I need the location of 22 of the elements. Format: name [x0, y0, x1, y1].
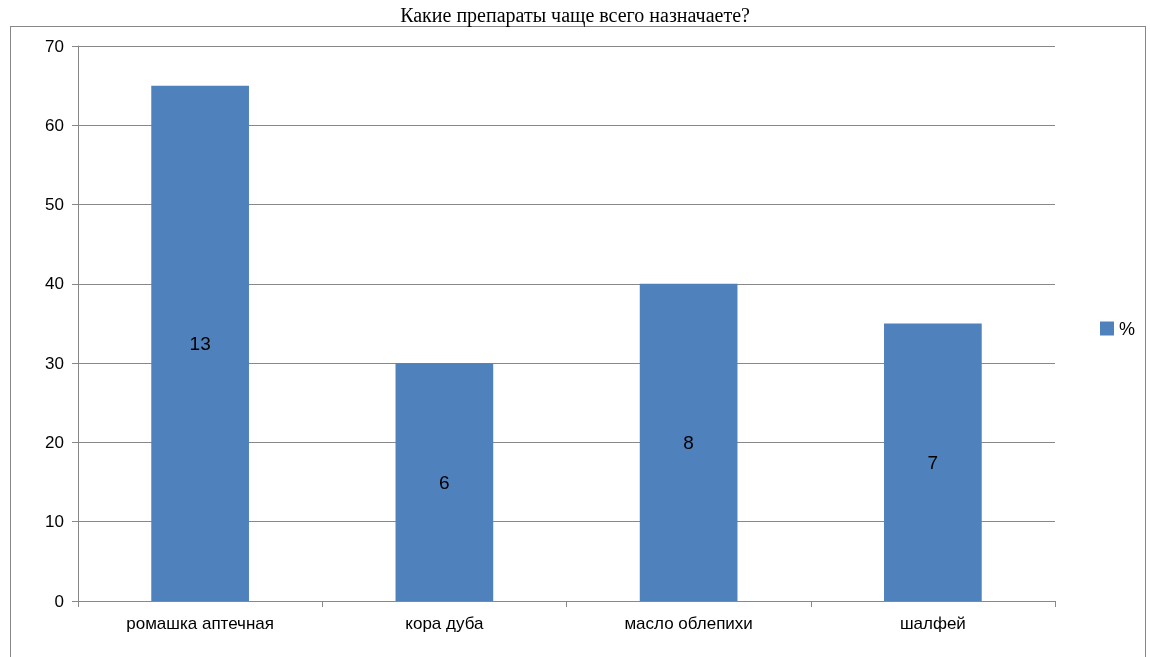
y-tick-label: 0	[54, 591, 64, 611]
bar	[639, 283, 738, 601]
y-tick-label: 30	[45, 353, 64, 373]
y-tick-label: 40	[45, 274, 64, 294]
x-tick-label: ромашка аптечная	[126, 614, 274, 633]
x-tick-label: кора дуба	[405, 614, 484, 633]
bar	[395, 363, 494, 601]
x-tick-label: масло облепихи	[624, 614, 753, 633]
text: 7	[927, 451, 939, 473]
x-tick-label: шалфей	[899, 614, 966, 633]
legend-label: %	[1119, 318, 1136, 339]
bar	[151, 85, 249, 601]
y-tick-label: 20	[45, 432, 64, 452]
bar	[884, 323, 982, 601]
text: 8	[683, 431, 694, 453]
text: 6	[439, 471, 450, 493]
y-tick-label: 10	[45, 512, 64, 532]
y-tick-label: 50	[45, 195, 64, 215]
text: 13	[189, 332, 211, 354]
y-tick-label: 70	[45, 36, 64, 56]
chart-title: Какие препараты чаще всего назначаете?	[400, 4, 750, 27]
y-tick-label: 60	[45, 115, 64, 135]
